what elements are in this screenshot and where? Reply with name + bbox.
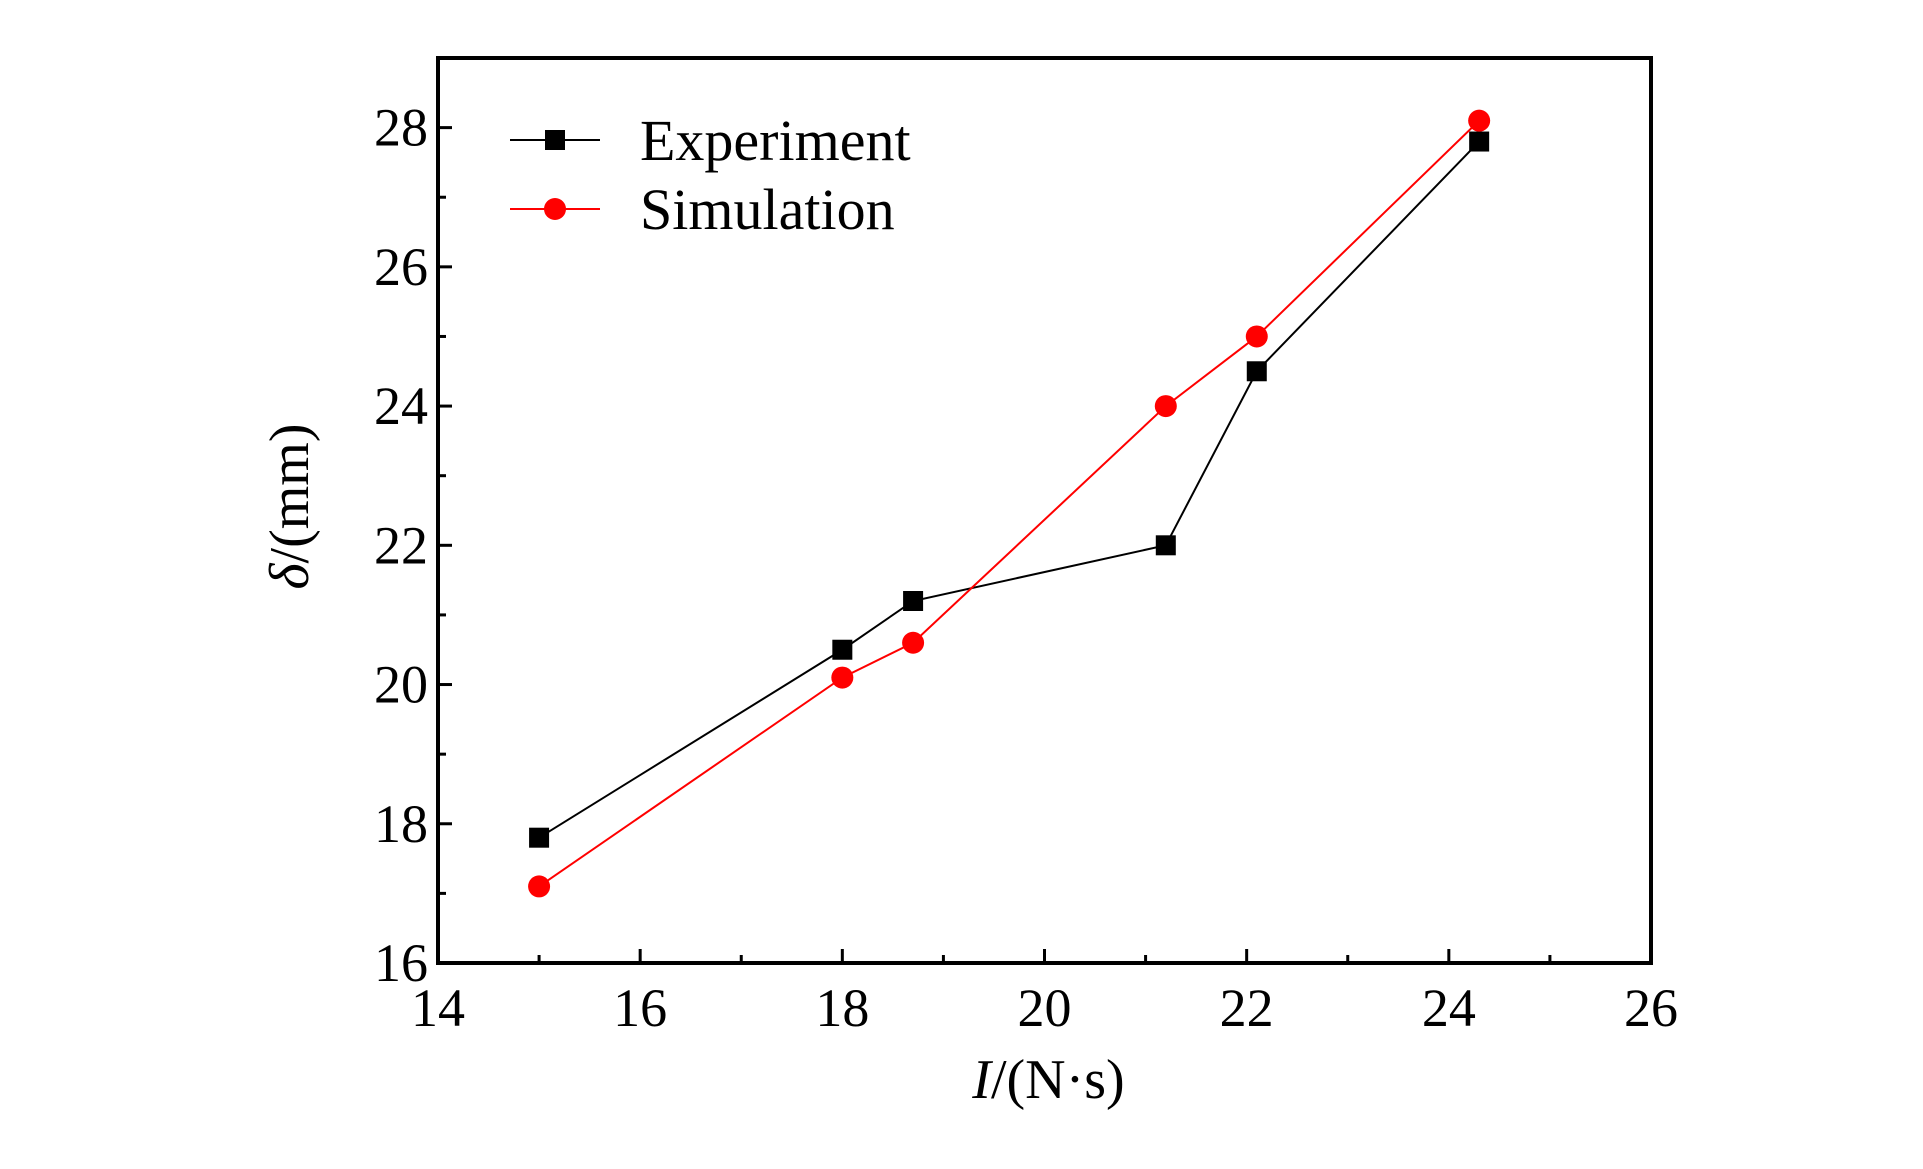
x-tick-label: 14 <box>411 978 465 1038</box>
simulation-point <box>1245 325 1268 348</box>
simulation-point <box>831 666 854 689</box>
y-tick-label: 22 <box>374 515 428 575</box>
experiment-point <box>1469 131 1490 152</box>
experiment-point <box>1155 535 1176 556</box>
experiment-point <box>903 591 924 611</box>
legend-label: Simulation <box>640 177 895 242</box>
x-axis-variable: I <box>971 1049 993 1111</box>
simulation-point <box>902 631 925 654</box>
simulation-point <box>1154 395 1177 418</box>
legend-label: Experiment <box>640 108 911 173</box>
legend-item-simulation: Simulation <box>510 177 895 242</box>
x-axis-title: I/(N·s) <box>971 1049 1124 1111</box>
x-axis-unit: /(N·s) <box>991 1049 1125 1111</box>
legend-marker <box>544 198 566 220</box>
y-axis-variable: δ <box>259 563 321 590</box>
experiment-point <box>832 639 853 660</box>
simulation-point <box>1468 109 1491 132</box>
legend-item-experiment: Experiment <box>510 108 911 173</box>
series-simulation <box>528 109 1491 898</box>
simulation-point <box>528 875 551 898</box>
y-tick-label: 18 <box>374 794 428 854</box>
x-tick-label: 26 <box>1624 978 1678 1038</box>
y-axis-title: δ/(mm) <box>259 423 321 589</box>
y-axis-unit: /(mm) <box>259 423 321 563</box>
legend-marker <box>545 130 565 150</box>
y-tick-label: 24 <box>374 376 428 436</box>
experiment-point <box>1246 361 1267 382</box>
x-tick-label: 16 <box>613 978 667 1038</box>
experiment-line <box>538 140 1480 839</box>
y-tick-label: 16 <box>374 933 428 993</box>
y-tick-label: 28 <box>374 98 428 158</box>
y-tick-label: 26 <box>374 237 428 297</box>
x-tick-label: 22 <box>1220 978 1274 1038</box>
simulation-line <box>538 119 1480 888</box>
x-tick-label: 18 <box>815 978 869 1038</box>
y-tick-label: 20 <box>374 655 428 715</box>
x-tick-label: 24 <box>1422 978 1476 1038</box>
series-experiment <box>529 131 1490 848</box>
plot-frame <box>436 56 1653 965</box>
series-layer <box>528 109 1491 898</box>
experiment-point <box>529 827 550 848</box>
x-tick-label: 20 <box>1018 978 1072 1038</box>
